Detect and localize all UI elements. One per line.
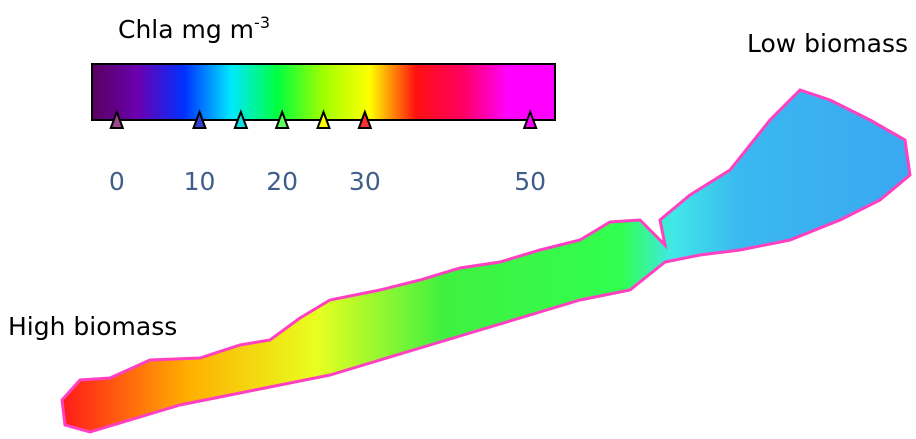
tick-label: 0 bbox=[109, 167, 125, 196]
colorbar-title: Chla mg m-3 bbox=[118, 13, 270, 44]
marker bbox=[522, 109, 538, 129]
tick-label: 20 bbox=[266, 167, 298, 196]
marker bbox=[192, 109, 207, 129]
tick-label: 10 bbox=[184, 167, 216, 196]
marker bbox=[316, 109, 331, 129]
title-text: Chla mg m bbox=[118, 15, 254, 44]
title-superscript: -3 bbox=[254, 13, 270, 32]
marker bbox=[233, 109, 249, 129]
tick-label: 30 bbox=[349, 167, 381, 196]
low-label: Low biomass bbox=[747, 29, 908, 58]
marker bbox=[109, 109, 125, 129]
marker bbox=[357, 109, 373, 129]
tick-label: 50 bbox=[514, 167, 546, 196]
lake bbox=[60, 88, 912, 434]
marker bbox=[274, 109, 290, 129]
high-label: High biomass bbox=[8, 312, 177, 341]
